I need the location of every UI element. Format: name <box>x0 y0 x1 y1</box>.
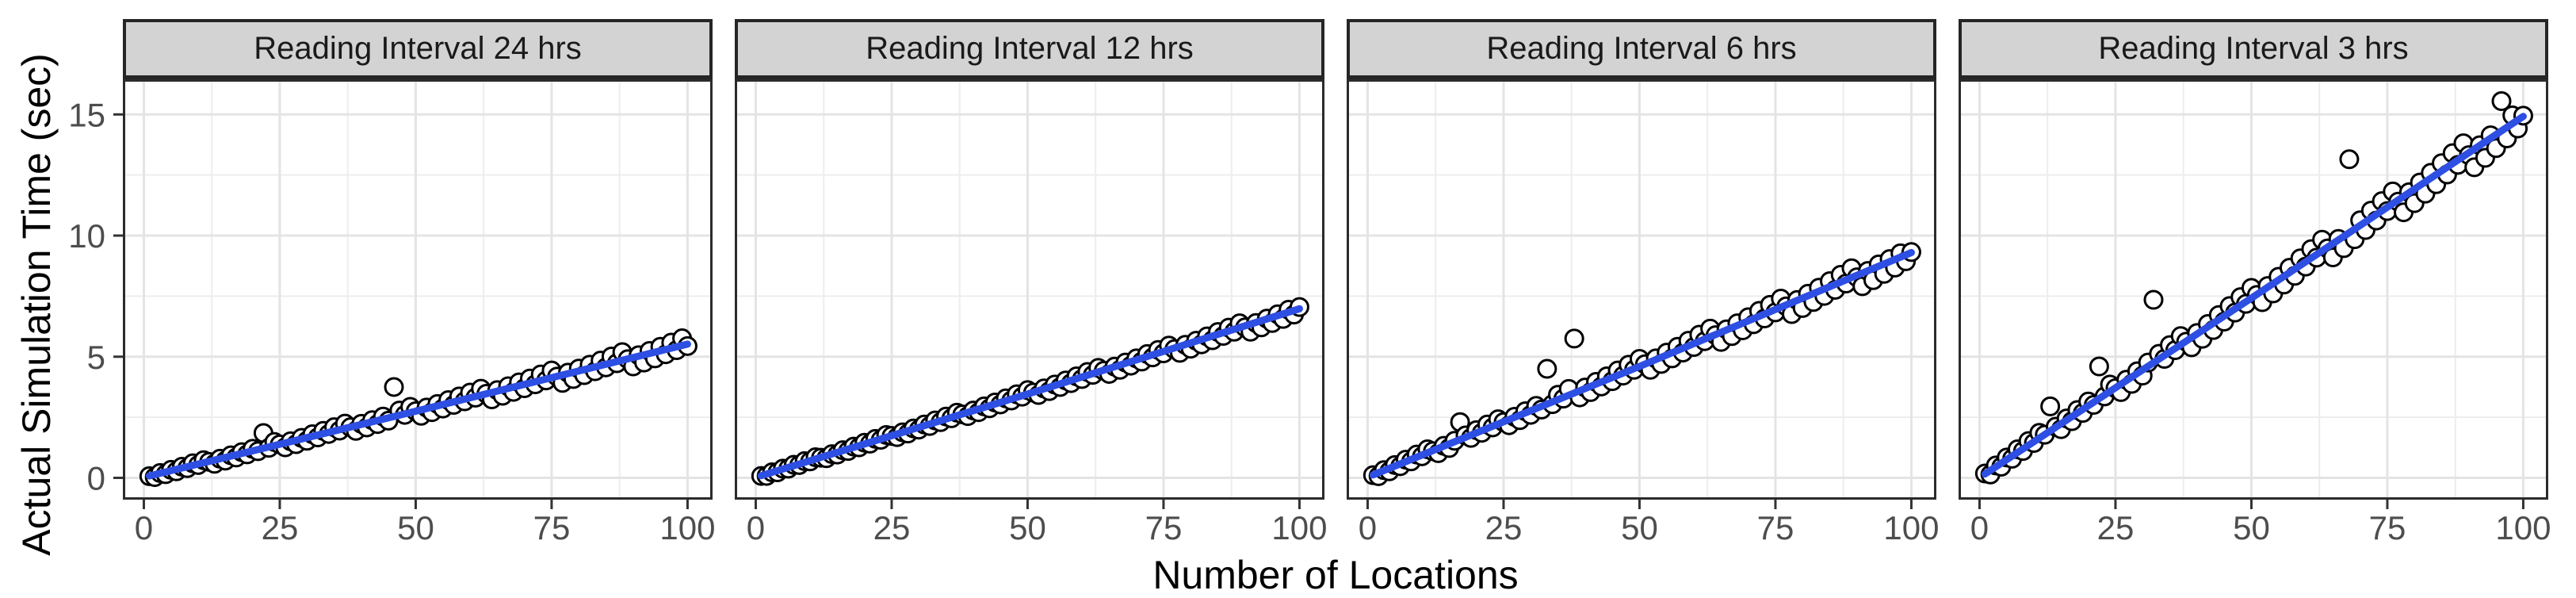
x-tick-label: 25 <box>873 509 911 546</box>
trend-line <box>1981 113 2527 478</box>
x-tick-label: 75 <box>1145 509 1183 546</box>
panel-border <box>735 79 1324 500</box>
y-tick-label: 5 <box>87 339 105 376</box>
trend-line <box>145 340 691 480</box>
x-tick-label: 100 <box>659 509 715 546</box>
x-tick-label: 0 <box>135 509 153 546</box>
panel-plot-24hrs: 0 25 50 75 100 <box>123 79 715 546</box>
y-tick-label: 0 <box>87 460 105 497</box>
facet-strip: Reading Interval 24 hrs <box>123 19 713 79</box>
facet-strip: Reading Interval 6 hrs <box>1347 19 1936 79</box>
facet-strip: Reading Interval 12 hrs <box>735 19 1324 79</box>
facet-strip-label: Reading Interval 3 hrs <box>2098 31 2409 66</box>
panel-plot-3hrs: 0 25 50 75 100 <box>1959 79 2551 546</box>
x-tick-label: 50 <box>2233 509 2270 546</box>
data-point <box>1564 328 1584 349</box>
panel-border <box>123 79 713 500</box>
x-tick-label: 75 <box>1757 509 1794 546</box>
x-tick-label: 50 <box>1009 509 1046 546</box>
x-tick-label: 75 <box>533 509 571 546</box>
x-tick-label: 100 <box>2495 509 2551 546</box>
x-tick-label: 50 <box>397 509 434 546</box>
x-tick-label: 0 <box>1359 509 1377 546</box>
facet-strip-label: Reading Interval 12 hrs <box>866 31 1194 66</box>
x-axis-title: Number of Locations <box>1152 553 1519 597</box>
trend-line <box>757 305 1303 480</box>
panel-border <box>1959 79 2548 500</box>
panel-plot-12hrs: 0 25 50 75 100 <box>735 79 1327 546</box>
x-tick-label: 25 <box>1485 509 1523 546</box>
data-point <box>384 377 404 397</box>
y-axis: 0 5 10 15 <box>68 96 123 497</box>
x-tick-label: 0 <box>747 509 765 546</box>
x-tick-label: 25 <box>2097 509 2135 546</box>
data-point <box>2339 149 2360 170</box>
facet-strip: Reading Interval 3 hrs <box>1959 19 2548 79</box>
y-tick-label: 15 <box>68 96 105 133</box>
x-tick-label: 100 <box>1883 509 1939 546</box>
panel-border <box>1347 79 1936 500</box>
x-tick-label: 0 <box>1970 509 1989 546</box>
panel-plot-6hrs: 0 25 50 75 100 <box>1347 79 1939 546</box>
data-point <box>2089 356 2109 377</box>
x-tick-label: 75 <box>2369 509 2406 546</box>
x-tick-label: 25 <box>262 509 299 546</box>
facet-strip-label: Reading Interval 24 hrs <box>254 31 582 66</box>
data-point <box>1537 358 1557 379</box>
x-tick-label: 50 <box>1621 509 1658 546</box>
facet-strip-label: Reading Interval 6 hrs <box>1486 31 1797 66</box>
data-point <box>2040 396 2061 416</box>
x-tick-label: 100 <box>1271 509 1327 546</box>
y-tick-label: 10 <box>68 217 105 255</box>
trend-line <box>1369 248 1915 479</box>
data-point <box>2143 289 2164 310</box>
data-point <box>2491 90 2512 111</box>
